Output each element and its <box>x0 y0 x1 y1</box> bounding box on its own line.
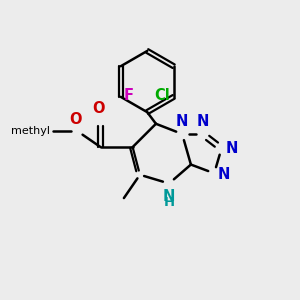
Text: methyl: methyl <box>11 126 50 136</box>
Text: N: N <box>196 114 209 129</box>
Text: N: N <box>176 114 188 129</box>
Text: N: N <box>218 167 230 182</box>
Text: O: O <box>92 100 104 116</box>
Text: Cl: Cl <box>154 88 170 103</box>
Text: O: O <box>70 112 82 127</box>
Text: N: N <box>226 141 238 156</box>
Text: F: F <box>124 88 134 103</box>
Text: N: N <box>163 189 175 204</box>
Text: H: H <box>164 196 175 209</box>
